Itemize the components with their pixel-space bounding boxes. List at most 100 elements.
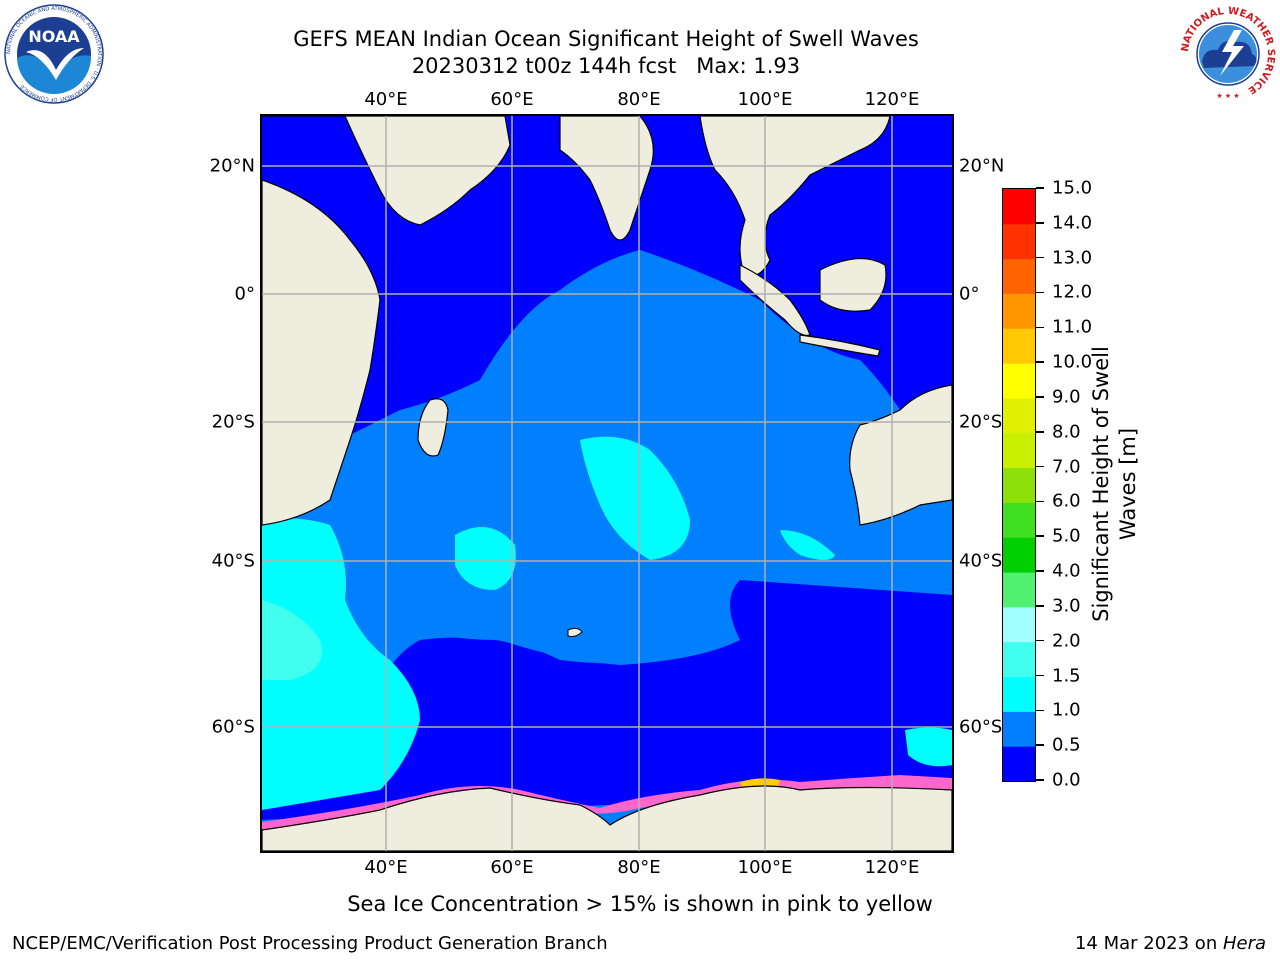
lat-tick-right: 60°S bbox=[959, 716, 1003, 738]
colorbar-tick-label: 4.0 bbox=[1052, 560, 1081, 582]
colorbar-tick-mark bbox=[1036, 779, 1044, 781]
lon-tick-top: 60°E bbox=[490, 89, 534, 110]
colorbar-tick-mark bbox=[1036, 639, 1044, 642]
colorbar-tick-label: 0.5 bbox=[1052, 734, 1081, 756]
lat-tick-left: 20°N bbox=[209, 155, 255, 177]
colorbar-segment bbox=[1003, 502, 1035, 538]
colorbar-segment bbox=[1003, 363, 1035, 399]
colorbar-tick-label: 0.0 bbox=[1052, 769, 1081, 791]
footer-date-text: 14 Mar 2023 on bbox=[1074, 933, 1223, 954]
lat-tick-left: 20°S bbox=[211, 411, 255, 433]
colorbar-tick-mark bbox=[1036, 291, 1044, 294]
sea-ice-note: Sea Ice Concentration > 15% is shown in … bbox=[347, 892, 933, 916]
ocean-swell-high-central bbox=[580, 436, 690, 560]
colorbar-segment bbox=[1003, 397, 1035, 434]
colorbar-segment bbox=[1003, 606, 1035, 643]
gridlines bbox=[262, 116, 952, 851]
land-java bbox=[799, 334, 881, 357]
lat-tick-left: 40°S bbox=[211, 550, 255, 572]
colorbar-tick-label: 9.0 bbox=[1052, 386, 1081, 408]
lon-tick-bottom: 80°E bbox=[617, 857, 661, 878]
colorbar-segment bbox=[1003, 223, 1035, 260]
colorbar-label-line1: Significant Height of Swell bbox=[1089, 346, 1113, 622]
land-borneo bbox=[819, 257, 887, 312]
colorbar-tick-mark bbox=[1036, 396, 1044, 398]
lon-tick-bottom: 100°E bbox=[737, 857, 793, 878]
colorbar-segment bbox=[1003, 189, 1035, 225]
map-svg bbox=[262, 116, 952, 851]
footer-host: Hera bbox=[1222, 933, 1266, 954]
colorbar-segment bbox=[1003, 432, 1035, 469]
svg-text:★ ★ ★: ★ ★ ★ bbox=[1216, 92, 1239, 100]
colorbar-label-line2: Waves [m] bbox=[1116, 427, 1140, 541]
ocean-swell-higher-southwest bbox=[262, 600, 322, 680]
noaa-text: NOAA bbox=[28, 27, 80, 46]
colorbar-tick-label: 1.5 bbox=[1052, 665, 1081, 687]
colorbar-tick-label: 11.0 bbox=[1052, 316, 1093, 338]
ocean-swell-high-east bbox=[780, 530, 835, 560]
colorbar-tick-mark bbox=[1036, 605, 1044, 607]
colorbar-segment bbox=[1003, 641, 1035, 678]
colorbar-tick-label: 13.0 bbox=[1052, 247, 1093, 269]
land-africa bbox=[262, 179, 381, 526]
colorbar-tick-label: 10.0 bbox=[1052, 351, 1093, 373]
colorbar-tick-mark bbox=[1036, 431, 1044, 433]
colorbar-tick-label: 2.0 bbox=[1052, 630, 1081, 652]
colorbar-segment bbox=[1003, 258, 1035, 294]
ocean-swell-high-southwest bbox=[262, 518, 420, 810]
lat-tick-left: 60°S bbox=[211, 716, 255, 738]
land-madagascar bbox=[417, 398, 449, 457]
colorbar-tick-label: 1.0 bbox=[1052, 699, 1081, 721]
colorbar-tick-label: 5.0 bbox=[1052, 525, 1081, 547]
lon-tick-top: 40°E bbox=[364, 89, 408, 110]
footer-date: 14 Mar 2023 on Hera bbox=[1075, 933, 1266, 954]
colorbar-tick-label: 12.0 bbox=[1052, 281, 1093, 303]
nws-logo: NATIONAL WEATHER SERVICE ★ ★ ★ bbox=[1179, 5, 1277, 103]
lat-tick-left: 0° bbox=[234, 283, 255, 305]
colorbar-segment bbox=[1003, 676, 1035, 712]
colorbar-tick-label: 15.0 bbox=[1052, 177, 1093, 199]
lat-tick-right: 0° bbox=[959, 283, 980, 305]
lat-tick-right: 40°S bbox=[959, 550, 1003, 572]
colorbar-segment bbox=[1003, 572, 1035, 608]
chart-subtitle: 20230312 t00z 144h fcst Max: 1.93 bbox=[411, 54, 801, 78]
map-panel bbox=[260, 114, 954, 853]
colorbar-tick-mark bbox=[1036, 326, 1044, 329]
land-australia bbox=[849, 384, 952, 526]
chart-title: GEFS MEAN Indian Ocean Significant Heigh… bbox=[293, 27, 919, 51]
colorbar bbox=[1002, 188, 1036, 782]
colorbar-tick-mark bbox=[1036, 535, 1044, 537]
colorbar-tick-mark bbox=[1036, 465, 1044, 468]
noaa-logo: NATIONAL OCEANIC AND ATMOSPHERIC ADMINIS… bbox=[4, 4, 104, 104]
land-india bbox=[559, 116, 654, 241]
land-sumatra bbox=[739, 264, 811, 337]
colorbar-label: Significant Height of Swell Waves [m] bbox=[1088, 314, 1142, 654]
lon-tick-bottom: 40°E bbox=[364, 857, 408, 878]
colorbar-tick-label: 7.0 bbox=[1052, 456, 1081, 478]
colorbar-tick-label: 3.0 bbox=[1052, 595, 1081, 617]
colorbar-tick-mark bbox=[1036, 709, 1044, 712]
ocean-swell-high-southeast bbox=[905, 727, 952, 767]
lon-tick-top: 100°E bbox=[737, 89, 793, 110]
colorbar-tick-label: 8.0 bbox=[1052, 421, 1081, 443]
colorbar-segment bbox=[1003, 537, 1035, 573]
colorbar-segment bbox=[1003, 293, 1035, 329]
colorbar-tick-mark bbox=[1036, 500, 1044, 503]
colorbar-tick-label: 14.0 bbox=[1052, 212, 1093, 234]
colorbar-segment bbox=[1003, 467, 1035, 503]
colorbar-tick-mark bbox=[1036, 361, 1044, 363]
colorbar-tick-label: 6.0 bbox=[1052, 490, 1081, 512]
land-kerguelen bbox=[567, 627, 583, 637]
land-se-asia bbox=[699, 116, 891, 277]
footer-credit: NCEP/EMC/Verification Post Processing Pr… bbox=[12, 933, 608, 954]
colorbar-tick-mark bbox=[1036, 256, 1044, 259]
colorbar-tick-mark bbox=[1036, 744, 1044, 746]
lat-tick-right: 20°N bbox=[959, 155, 1005, 177]
lon-tick-top: 120°E bbox=[864, 89, 920, 110]
colorbar-segment bbox=[1003, 711, 1035, 747]
land-antarctica bbox=[262, 785, 952, 851]
lon-tick-top: 80°E bbox=[617, 89, 661, 110]
lon-tick-bottom: 60°E bbox=[490, 857, 534, 878]
colorbar-segment bbox=[1003, 328, 1035, 364]
ocean-swell-mid-south bbox=[262, 517, 952, 665]
